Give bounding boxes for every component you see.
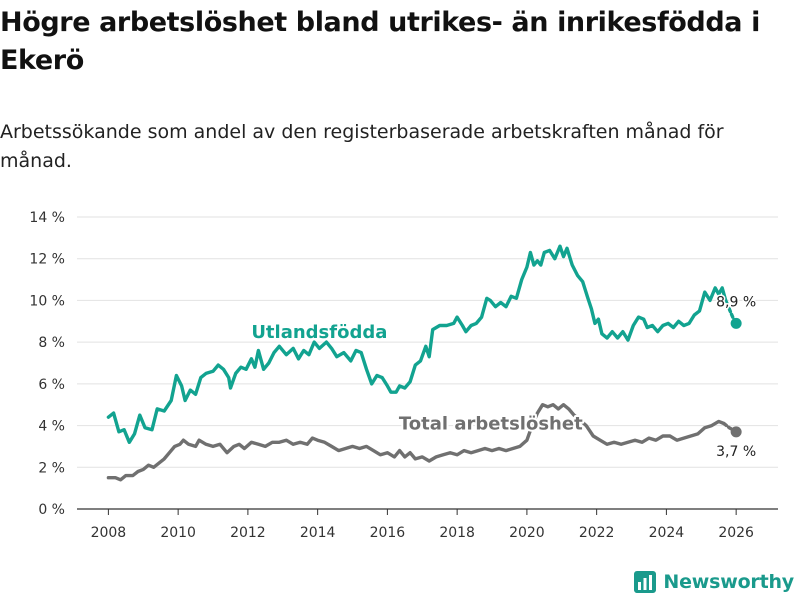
x-tick-label: 2022 [579, 525, 615, 541]
chart-subtitle: Arbetssökande som andel av den registerb… [0, 121, 724, 172]
newsworthy-logo-icon [634, 571, 657, 593]
y-tick-label: 6 % [38, 377, 65, 393]
x-tick-label: 2010 [160, 525, 196, 541]
y-tick-label: 0 % [38, 502, 65, 518]
series-line-total [106, 403, 726, 482]
y-tick-label: 12 % [29, 252, 65, 268]
y-tick-label: 4 % [38, 419, 65, 435]
y-tick-label: 2 % [38, 460, 65, 476]
axes: 0 % 2 % 4 % 6 % 8 % 10 % 12 % 14 % 2008 2010 2012 2… [29, 210, 754, 541]
x-tick-label: 2018 [439, 525, 475, 541]
end-value-label: 3,7 % [716, 444, 756, 460]
brand-name: Newsworthy [663, 571, 794, 593]
x-tick-label: 2020 [509, 525, 545, 541]
x-tick-label: 2026 [718, 525, 754, 541]
x-tick-label: 2016 [370, 525, 406, 541]
series [106, 244, 742, 482]
gridlines [77, 216, 778, 510]
series-end-marker [730, 317, 742, 329]
series-end-marker [730, 426, 742, 438]
series-line-utlandsfodda [106, 244, 731, 444]
x-tick-label: 2024 [649, 525, 685, 541]
series-name-label: Total arbetslöshet [399, 414, 583, 435]
x-tick-label: 2012 [230, 525, 266, 541]
x-tick-label: 2008 [91, 525, 127, 541]
chart-title: Högre arbetslöshet bland utrikes- än inr… [0, 7, 760, 76]
y-tick-label: 10 % [29, 293, 65, 309]
brand-logo: Newsworthy [633, 570, 794, 594]
x-tick-label: 2014 [300, 525, 336, 541]
y-tick-label: 8 % [38, 335, 65, 351]
annotations: 8,9 % 3,7 % Utlandsfödda Total arbetslöshet [249, 293, 757, 461]
series-name-label: Utlandsfödda [251, 322, 387, 343]
y-tick-label: 14 % [29, 210, 65, 226]
end-value-label: 8,9 % [716, 294, 756, 310]
